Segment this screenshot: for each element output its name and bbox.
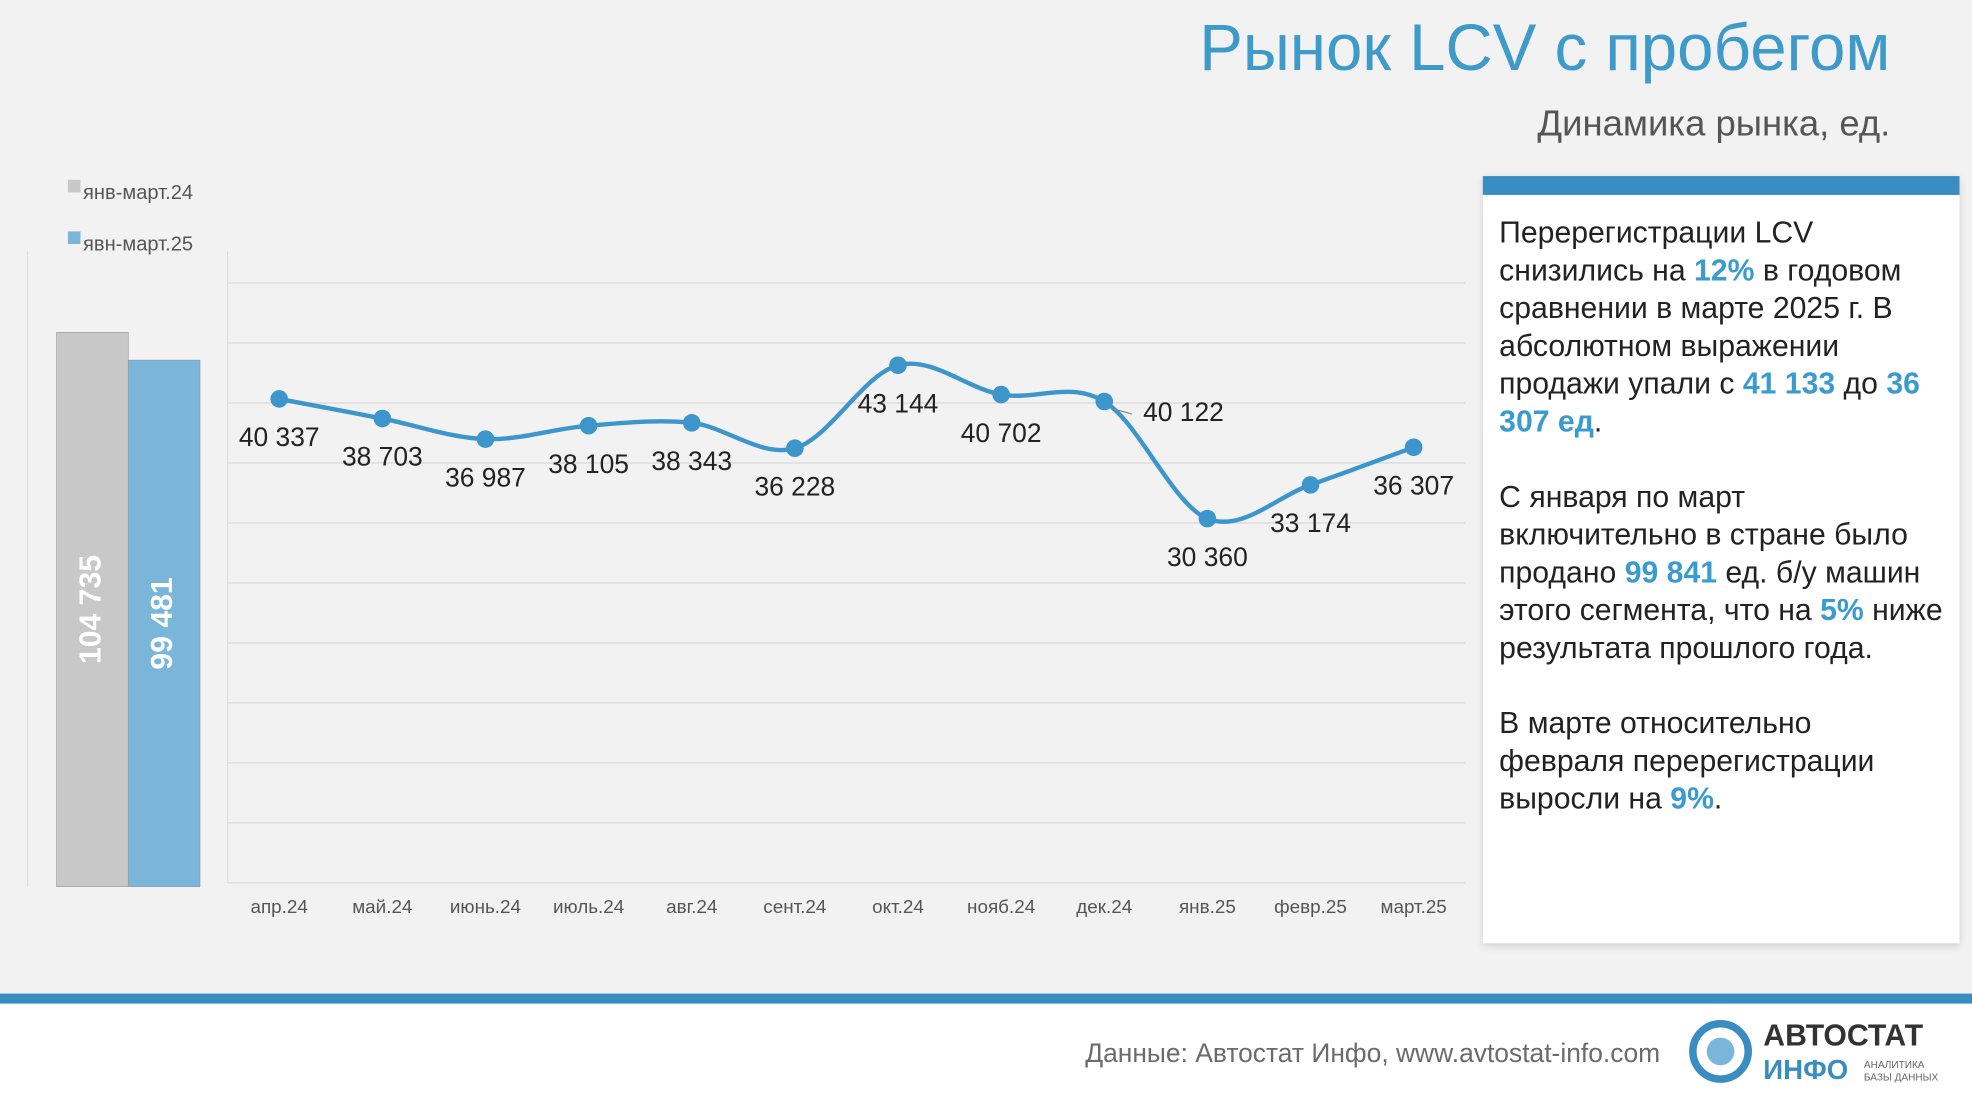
x-tick-label: окт.24: [872, 896, 924, 917]
logo: АВТОСТАТ ИНФО АНАЛИТИКА БАЗЫ ДАННЫХ: [1689, 1019, 1939, 1085]
x-tick-label: сент.24: [763, 896, 826, 917]
paragraph: В марте относительно февраля перерегистр…: [1499, 706, 1944, 819]
data-label: 30 360: [1167, 542, 1248, 572]
logo-tag: БАЗЫ ДАННЫХ: [1864, 1073, 1939, 1084]
data-label: 38 703: [342, 442, 423, 472]
x-tick-label: май.24: [352, 896, 412, 917]
highlight: 36 307 ед: [1499, 367, 1920, 439]
legend-swatch: [67, 231, 81, 244]
x-tick-label: дек.24: [1076, 896, 1132, 917]
data-label: 40 702: [961, 418, 1042, 448]
data-label: 38 105: [548, 449, 629, 479]
x-tick-label: апр.24: [250, 896, 307, 917]
text: Перерегистрации LCV снизились на: [1499, 216, 1814, 289]
data-label: 99 481: [146, 577, 179, 669]
data-label: 36 987: [445, 462, 526, 492]
marker: [1404, 438, 1423, 457]
marker: [373, 409, 392, 428]
logo-text: ИНФО: [1763, 1054, 1848, 1085]
x-tick-label: февр.25: [1274, 896, 1347, 917]
data-label: 40 122: [1143, 397, 1224, 427]
marker: [682, 414, 701, 432]
panel-text: Перерегистрации LCV снизились на 12% в г…: [1483, 195, 1960, 819]
subtitle: Динамика рынка, ед.: [1537, 102, 1890, 143]
marker: [270, 390, 289, 408]
marker: [1095, 392, 1114, 411]
highlight: 12%: [1694, 254, 1755, 289]
leader-line: [1114, 408, 1133, 415]
text: в годовом сравнении в марте 2025 г. В аб…: [1499, 254, 1902, 402]
data-label: 38 343: [651, 446, 732, 476]
legend-label: явн-март.25: [83, 234, 193, 256]
legend-swatch: [67, 179, 81, 193]
title: Рынок LCV с пробегом: [1199, 11, 1890, 84]
text: до: [1835, 367, 1887, 402]
marker: [1301, 476, 1320, 494]
logo-tag: АНАЛИТИКА: [1864, 1060, 1925, 1071]
data-label: 33 174: [1270, 508, 1351, 538]
logo-dot: [1706, 1037, 1735, 1066]
stripe: [0, 993, 1972, 1004]
bar: [127, 359, 201, 887]
x-tick-label: нояб.24: [967, 896, 1035, 917]
bar: [56, 332, 129, 887]
marker: [889, 356, 907, 375]
highlight: 9%: [1670, 782, 1714, 817]
text: .: [1593, 404, 1603, 439]
paragraph: С января по март включительно в стране б…: [1499, 479, 1944, 668]
highlight: 5%: [1820, 593, 1864, 628]
marker: [476, 430, 495, 448]
paragraph: Перерегистрации LCV снизились на 12% в г…: [1499, 215, 1944, 441]
data-label: 36 307: [1373, 470, 1454, 500]
data-label: 36 228: [754, 471, 835, 501]
highlight: 41 133: [1742, 367, 1836, 402]
text: В марте относительно февраля перерегистр…: [1499, 706, 1875, 817]
source: Данные: Автостат Инфо, www.avtostat-info…: [1085, 1038, 1660, 1068]
marker: [786, 439, 804, 458]
text: .: [1713, 782, 1723, 817]
text: ниже результата прошлого года.: [1499, 593, 1943, 666]
marker: [579, 416, 598, 435]
x-tick-label: янв.25: [1179, 896, 1236, 917]
logo-ring: [1689, 1019, 1752, 1083]
data-label: 43 144: [858, 388, 939, 418]
text: С января по март включительно в стране б…: [1499, 480, 1908, 590]
marker: [1198, 509, 1217, 528]
marker: [992, 385, 1010, 404]
highlight: 99 841: [1624, 555, 1718, 590]
x-tick-label: авг.24: [666, 896, 717, 917]
text-panel: Перерегистрации LCV снизились на 12% в г…: [1482, 176, 1960, 944]
panel-bar: [1482, 176, 1960, 195]
x-tick-label: июль.24: [553, 896, 624, 917]
text: ед. б/у машин этого сегмента, что на: [1499, 555, 1921, 628]
logo-text: АВТОСТАТ: [1763, 1020, 1923, 1053]
data-label: 40 337: [239, 422, 320, 452]
legend-label: янв-март.24: [83, 182, 193, 204]
data-label: 104 735: [74, 555, 107, 664]
x-tick-label: март.25: [1381, 896, 1447, 917]
x-tick-label: июнь.24: [450, 896, 521, 917]
